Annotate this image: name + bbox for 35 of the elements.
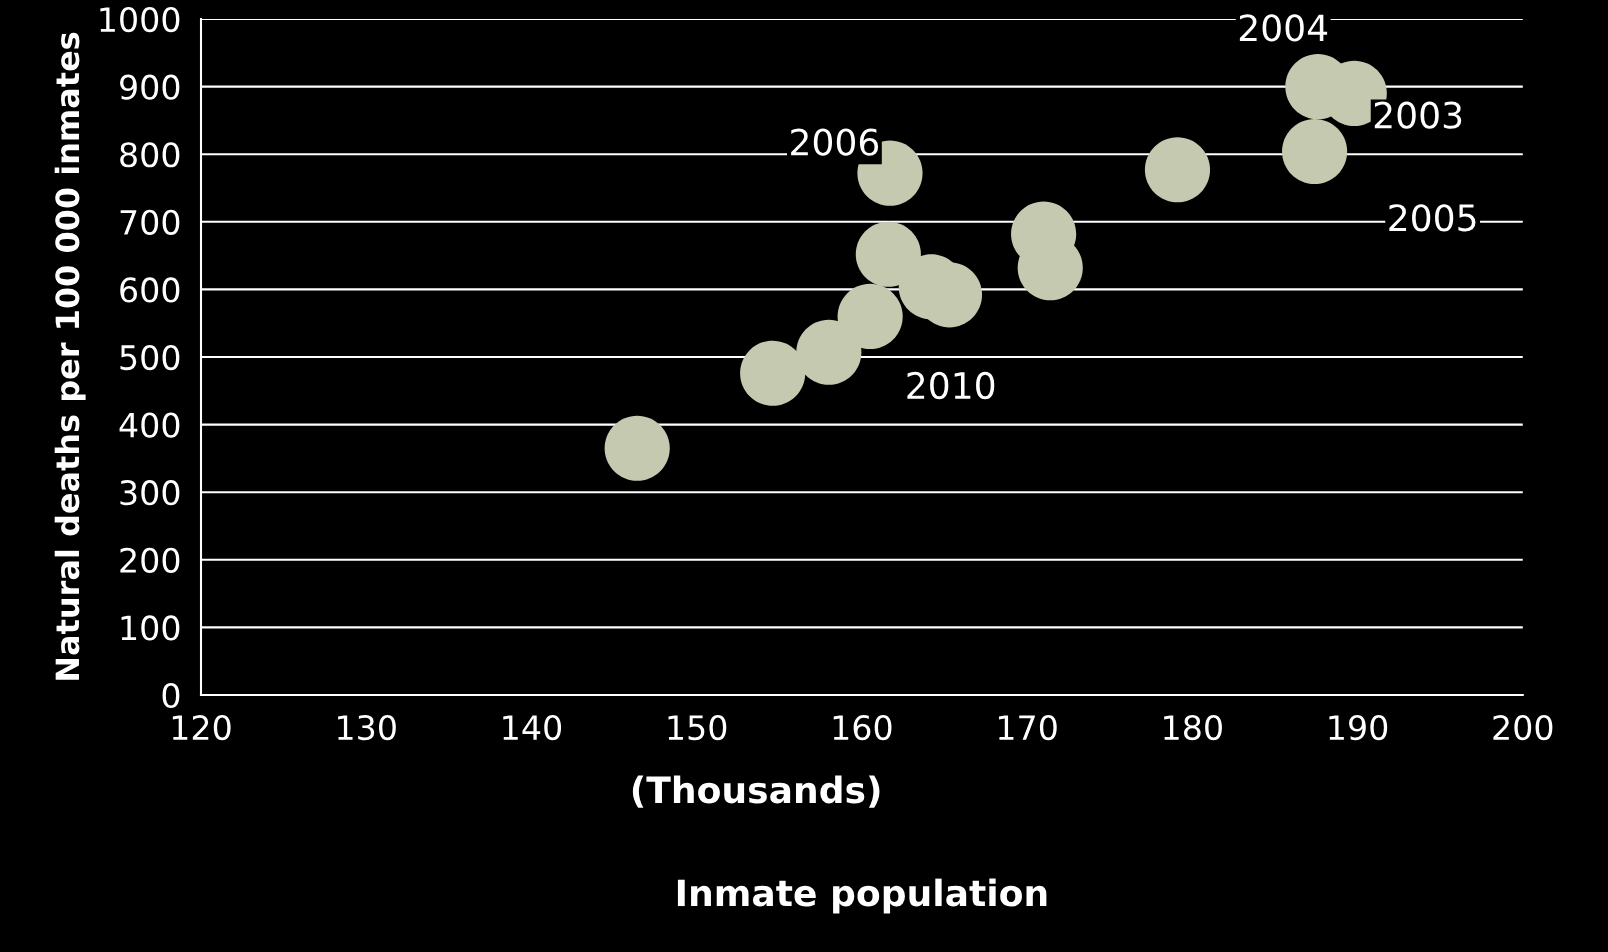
x-tick-label: 130 <box>338 714 396 741</box>
y-tick-label: 800 <box>120 142 180 168</box>
annotation: 2005 <box>1389 204 1476 232</box>
x-tick-label: 200 <box>1493 714 1553 741</box>
annotation: 2003 <box>1374 101 1462 129</box>
x-tick-label: 170 <box>998 714 1057 741</box>
y-tick-label: 0 <box>162 682 180 709</box>
y-tick-label: 400 <box>119 412 180 438</box>
y-axis-title: Natural deaths per 100 000 inmates <box>54 32 86 680</box>
annotation: 2010 <box>907 371 995 400</box>
x-axis-title: Inmate population <box>677 878 1047 914</box>
y-tick-label: 700 <box>120 209 180 235</box>
point <box>837 283 903 350</box>
y-tick-label: 100 <box>121 615 180 641</box>
y-tick-label: 1000 <box>100 6 180 33</box>
x-tick-label: 150 <box>668 714 727 741</box>
y-tick-label: 300 <box>120 480 180 506</box>
x-tick-label: 120 <box>172 714 231 741</box>
point <box>740 340 806 406</box>
annotation: 2006 <box>791 128 879 156</box>
x-tick-label: 190 <box>1329 714 1388 741</box>
point <box>855 221 921 287</box>
x-tick-label: 140 <box>503 714 562 741</box>
y-tick-label: 900 <box>120 74 180 100</box>
text: (Thousands) <box>632 775 880 808</box>
y-tick-label: 500 <box>120 344 180 371</box>
point <box>796 319 862 385</box>
x-tick-label: 180 <box>1164 714 1222 741</box>
annotation: 2004 <box>1239 14 1328 42</box>
point <box>1144 137 1211 203</box>
point <box>604 415 670 481</box>
y-tick-label: 600 <box>120 277 180 303</box>
point <box>1282 118 1348 185</box>
y-tick-label: 200 <box>120 547 180 573</box>
x-tick-label: 160 <box>833 714 892 741</box>
